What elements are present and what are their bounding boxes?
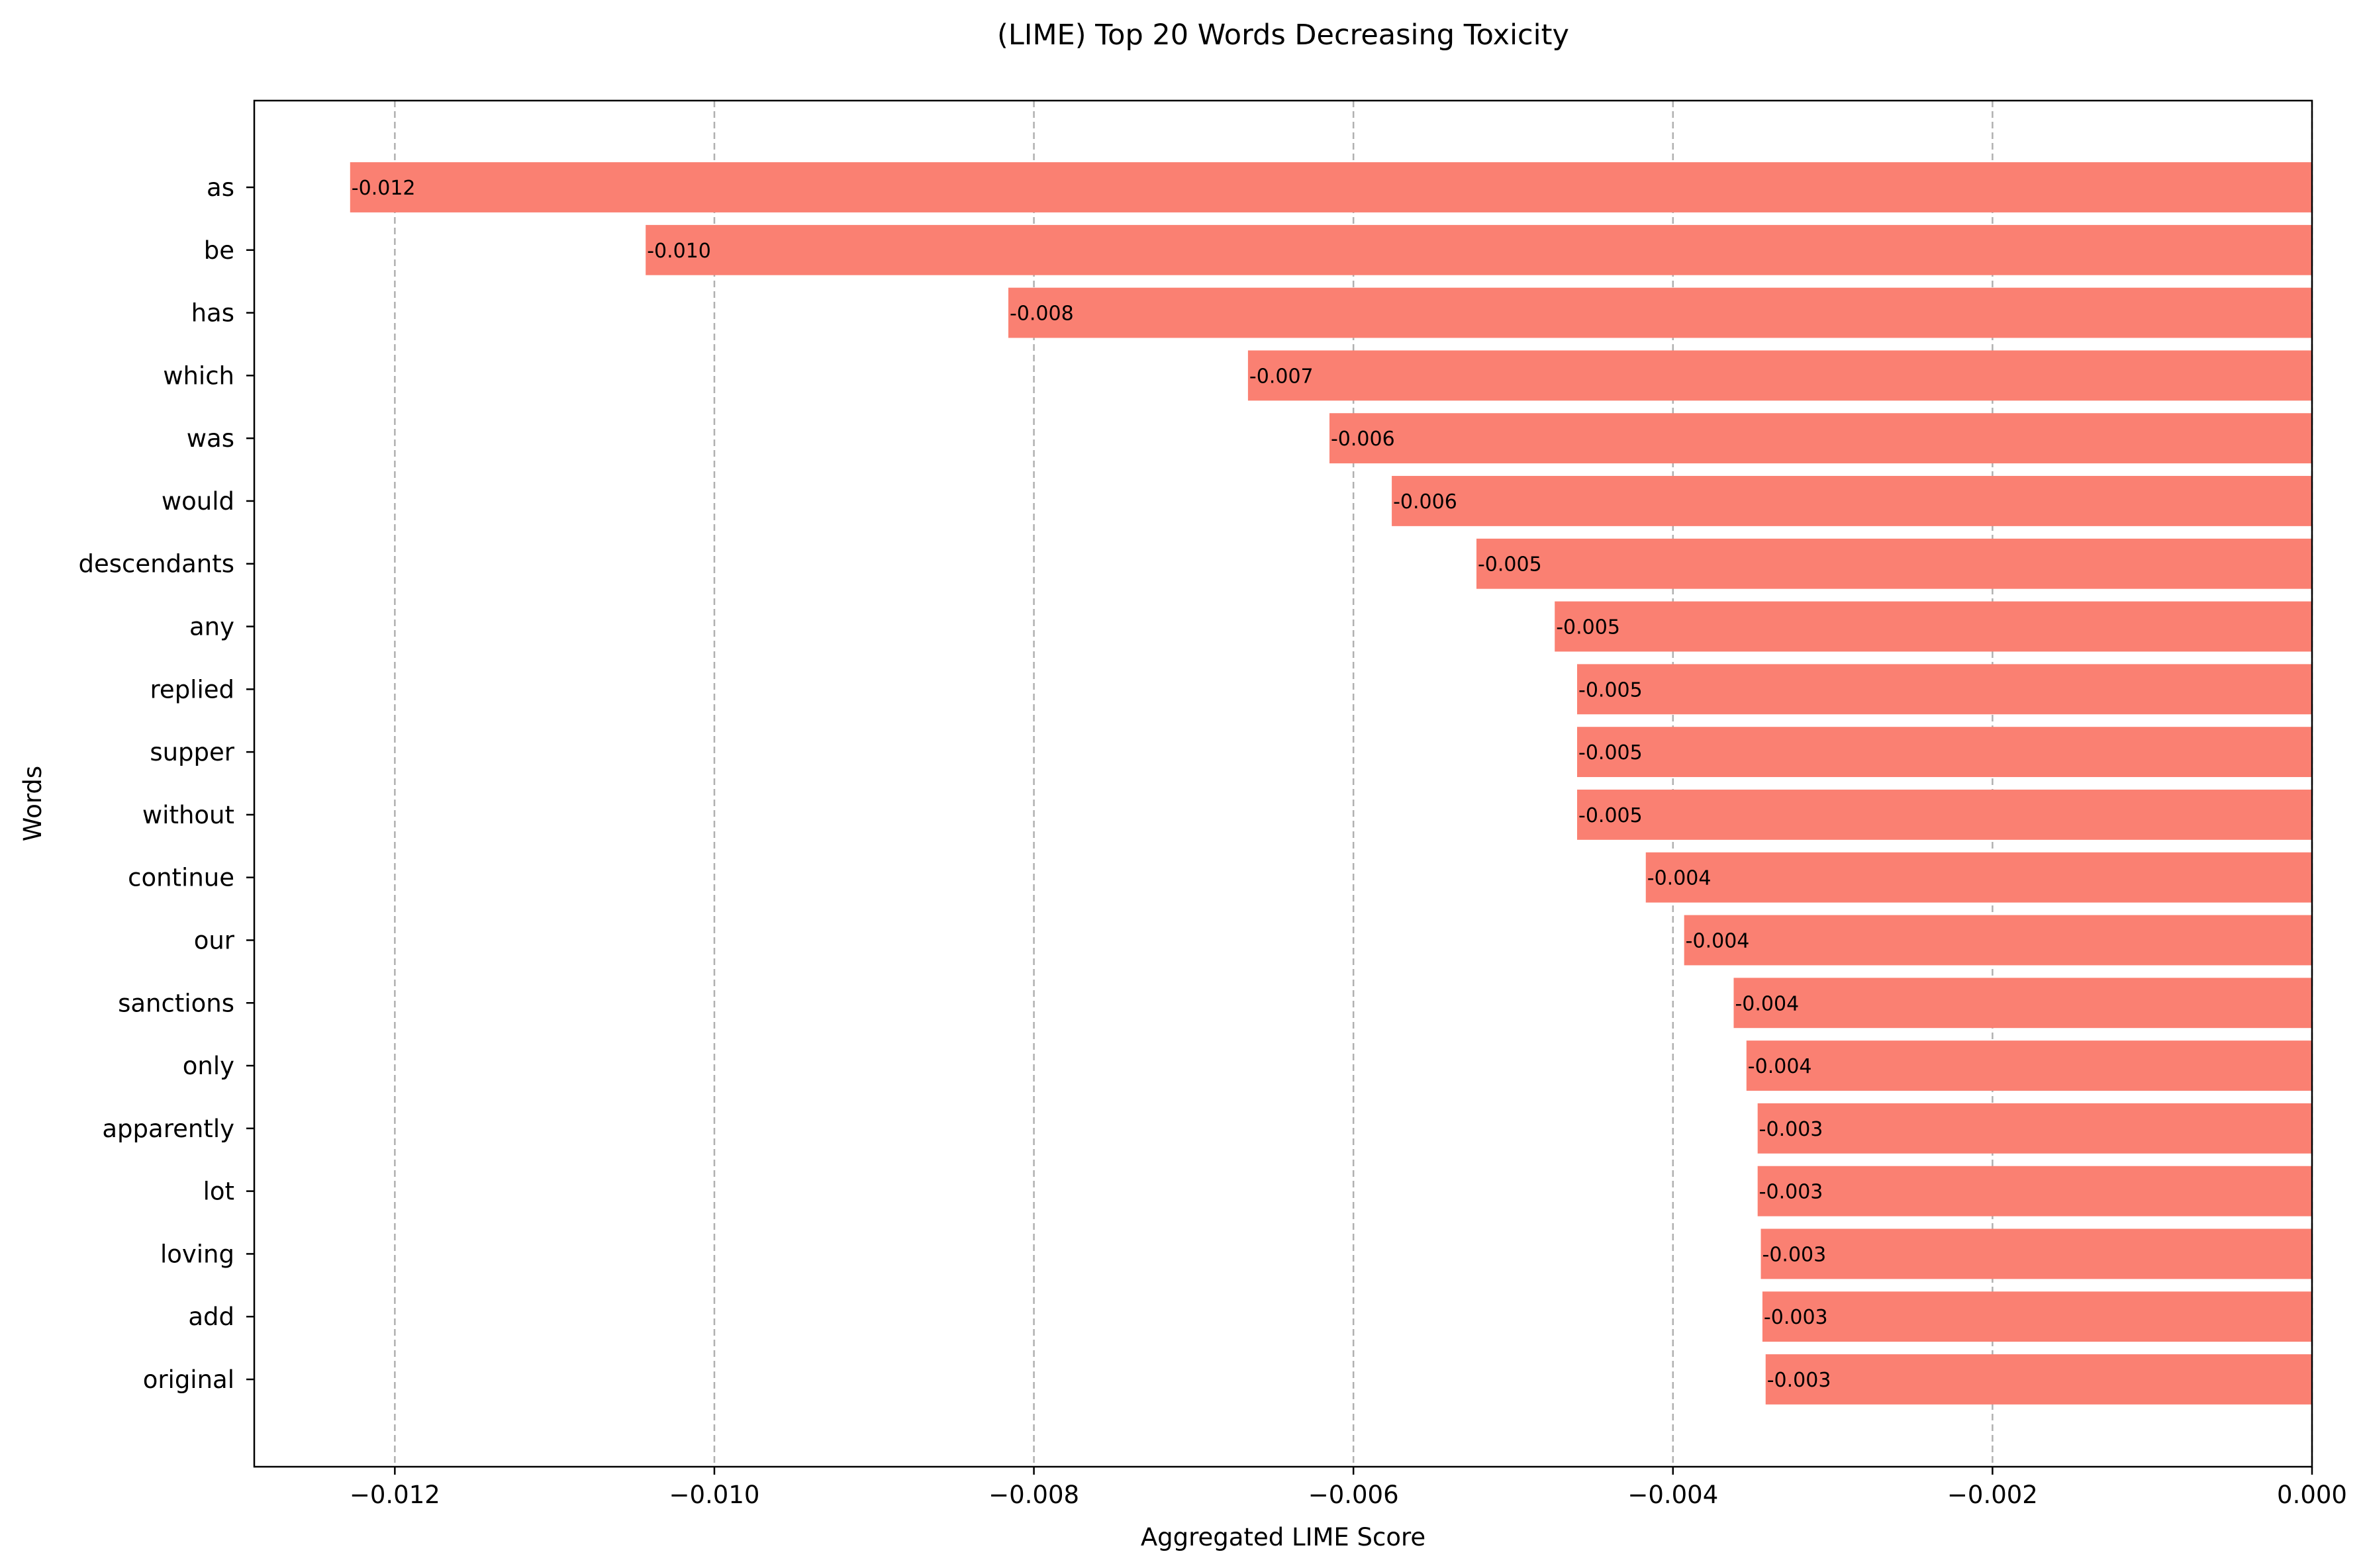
y-axis-label: Words: [19, 766, 47, 841]
bar-value-label: -0.005: [1578, 741, 1643, 764]
x-tick-label: −0.002: [1947, 1481, 2038, 1509]
bar: [1577, 789, 2312, 840]
plot-frame: [253, 99, 2313, 1468]
bar: [1329, 413, 2312, 464]
bar-value-label: -0.003: [1759, 1118, 1823, 1141]
bar-value-label: -0.006: [1393, 490, 1457, 514]
bar: [1762, 1291, 2312, 1342]
y-tick-label: has: [191, 299, 234, 328]
bar-value-label: -0.007: [1249, 365, 1314, 388]
bar-value-label: -0.012: [352, 177, 416, 200]
y-tick-label: as: [207, 173, 234, 202]
bar-value-label: -0.010: [647, 240, 711, 263]
bar: [350, 162, 2312, 212]
y-tick-label: our: [194, 926, 235, 954]
chart-title: (LIME) Top 20 Words Decreasing Toxicity: [997, 19, 1569, 52]
bar-value-label: -0.003: [1767, 1369, 1831, 1392]
bar: [1684, 915, 2312, 966]
bar-value-label: -0.003: [1764, 1306, 1828, 1329]
bar: [1746, 1040, 2312, 1091]
y-axis-ticks: as be has which was would descendants any replie…: [79, 173, 254, 1394]
bar: [646, 224, 2312, 275]
bar: [1733, 978, 2312, 1029]
x-tick-label: −0.010: [669, 1481, 759, 1509]
bar: [1577, 727, 2312, 778]
y-tick-label: lot: [203, 1177, 234, 1206]
bar: [1765, 1354, 2312, 1405]
y-tick-label: without: [142, 801, 234, 829]
bar-value-label: -0.004: [1647, 867, 1712, 890]
bar-value-label: -0.004: [1748, 1055, 1812, 1078]
bar: [1757, 1103, 2312, 1154]
y-tick-label: any: [189, 613, 234, 641]
bar: [1008, 287, 2312, 338]
y-tick-label: be: [204, 236, 234, 265]
x-axis-ticks: −0.012 −0.010 −0.008 −0.006 −0.004 −0.002 0.00…: [350, 1467, 2347, 1509]
y-tick-label: apparently: [102, 1115, 234, 1143]
y-tick-label: would: [162, 487, 234, 516]
y-tick-label: supper: [150, 738, 234, 766]
y-tick-label: only: [183, 1052, 234, 1080]
bar: [1757, 1166, 2312, 1217]
bar-value-label: -0.004: [1735, 992, 1799, 1015]
bar: [1247, 350, 2312, 401]
bar-value-label: -0.003: [1762, 1243, 1827, 1266]
x-tick-label: −0.008: [989, 1481, 1079, 1509]
bar: [1577, 664, 2312, 715]
bar-value-label: -0.006: [1331, 428, 1395, 451]
x-tick-label: −0.012: [350, 1481, 440, 1509]
y-tick-label: which: [163, 361, 234, 390]
y-tick-label: was: [187, 424, 234, 453]
bar-value-label: -0.005: [1478, 553, 1542, 576]
bar-value-label: -0.005: [1556, 616, 1620, 639]
bar: [1645, 852, 2312, 903]
y-tick-label: loving: [160, 1240, 234, 1268]
x-tick-label: −0.006: [1308, 1481, 1399, 1509]
bar: [1476, 538, 2312, 589]
bar: [1760, 1228, 2312, 1279]
bar-value-label: -0.003: [1759, 1181, 1823, 1204]
x-tick-label: −0.004: [1627, 1481, 1718, 1509]
bar-value-label: -0.004: [1686, 929, 1750, 952]
bar-value-label: -0.005: [1578, 678, 1643, 702]
x-axis-label: Aggregated LIME Score: [1141, 1523, 1425, 1551]
bars: [350, 162, 2312, 1405]
y-tick-label: sanctions: [118, 989, 234, 1017]
y-tick-label: continue: [128, 864, 234, 892]
x-tick-label: 0.000: [2277, 1481, 2347, 1509]
bar: [1555, 601, 2312, 652]
bar-value-label: -0.005: [1578, 804, 1643, 827]
y-tick-label: add: [188, 1303, 234, 1331]
y-tick-label: original: [143, 1365, 234, 1394]
y-tick-label: replied: [150, 675, 234, 704]
value-labels: -0.012 -0.010 -0.008 -0.007 -0.006 -0.006 -0.0…: [352, 177, 1831, 1392]
bar-value-label: -0.008: [1010, 302, 1074, 326]
y-tick-label: descendants: [79, 550, 234, 578]
bar: [1392, 476, 2312, 526]
